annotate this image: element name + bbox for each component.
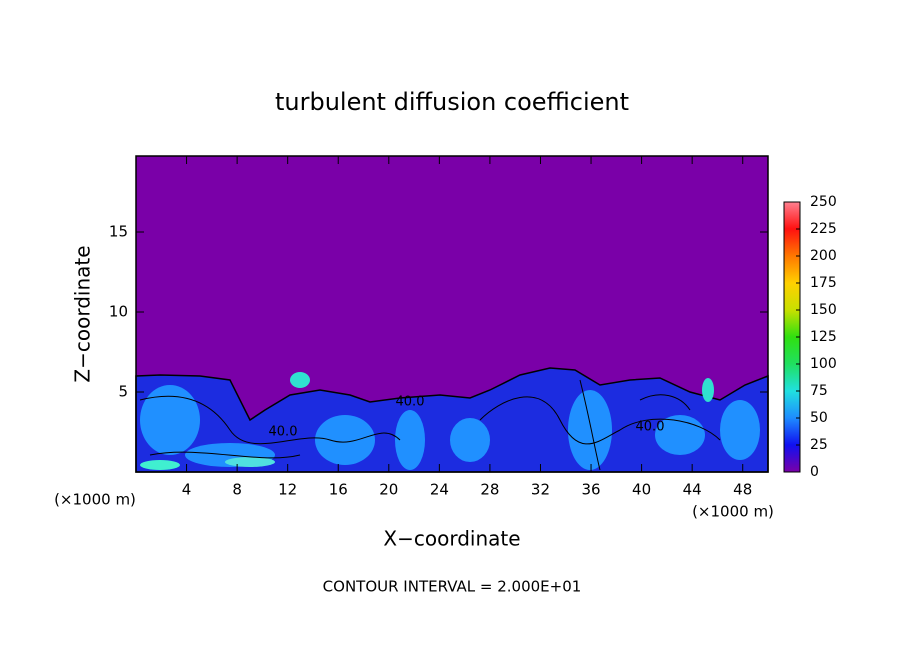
plot-frame — [135, 155, 769, 473]
x-tick-label: 24 — [430, 481, 449, 499]
x-tick-label: 8 — [232, 481, 242, 499]
colorbar-tick-label: 125 — [810, 329, 837, 345]
chart-title: turbulent diffusion coefficient — [275, 88, 629, 116]
colorbar-tick-label: 50 — [810, 410, 828, 426]
x-tick-label: 32 — [531, 481, 550, 499]
colorbar-tick-label: 200 — [810, 248, 837, 264]
footer: CONTOUR INTERVAL = 2.000E+01 — [323, 578, 582, 596]
colorbar-tick-label: 75 — [810, 383, 828, 399]
contour-label: 40.0 — [396, 395, 425, 410]
field-patches — [140, 372, 760, 470]
y-tick-label: 15 — [109, 223, 128, 241]
colorbar-tick-label: 25 — [810, 437, 828, 453]
field: 40.0 40.0 40.0 — [135, 156, 769, 473]
y-tick-label: 10 — [109, 303, 128, 321]
x-tick-label: 48 — [733, 481, 752, 499]
x-tick-label: 44 — [683, 481, 702, 499]
y-tick-label: 5 — [118, 383, 128, 401]
colorbar-tick-label: 250 — [810, 194, 837, 210]
x-unit: (×1000 m) — [692, 503, 774, 521]
colorbar-tick-label: 150 — [810, 302, 837, 318]
contour-label: 40.0 — [269, 425, 298, 440]
x-tick-label: 12 — [278, 481, 297, 499]
x-tick-label: 4 — [182, 481, 192, 499]
contour-lines — [139, 379, 721, 471]
contour-label: 40.0 — [636, 420, 665, 435]
x-tick-label: 20 — [379, 481, 398, 499]
colorbar-tick-label: 100 — [810, 356, 837, 372]
colorbar-tick-label: 225 — [810, 221, 837, 237]
x-axis-label: X−coordinate — [383, 527, 520, 551]
x-tick-label: 40 — [632, 481, 651, 499]
x-tick-label: 28 — [480, 481, 499, 499]
colorbar-tick-label: 0 — [810, 464, 819, 480]
y-unit: (×1000 m) — [54, 491, 136, 509]
y-axis-label: Z−coordinate — [71, 245, 95, 382]
colorbar-tick-label: 175 — [810, 275, 837, 291]
x-tick-label: 36 — [581, 481, 600, 499]
x-tick-label: 16 — [329, 481, 348, 499]
